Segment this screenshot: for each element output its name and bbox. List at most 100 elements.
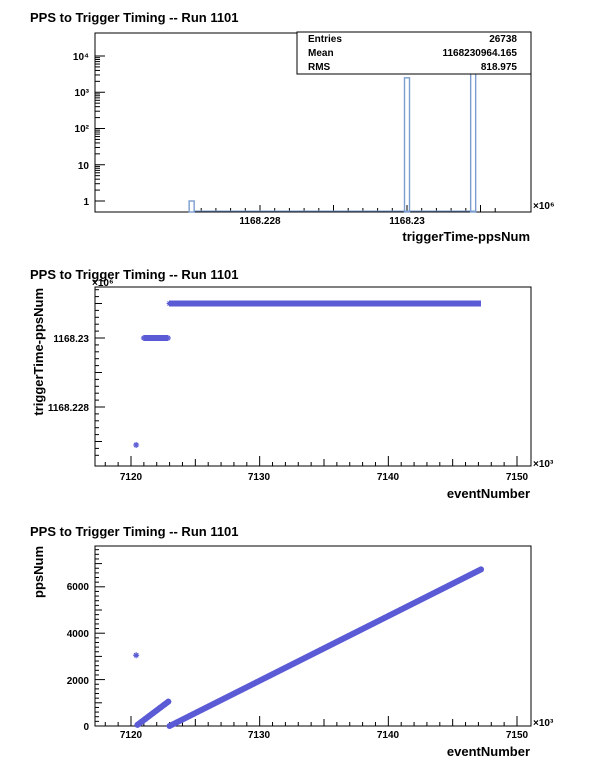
scatter-point <box>278 666 285 673</box>
scatter-point <box>330 300 337 307</box>
scatter-point <box>410 600 417 607</box>
scatter-point <box>362 300 369 307</box>
scatter-point <box>466 300 473 307</box>
chart3-xtick-label: 7130 <box>248 730 271 741</box>
scatter-point <box>274 300 281 307</box>
stats-rms-value: 818.975 <box>481 62 518 73</box>
scatter-point <box>442 300 449 307</box>
scatter-point <box>462 574 469 581</box>
scatter-point <box>454 578 461 585</box>
scatter-point <box>302 300 309 307</box>
scatter-point <box>306 652 313 659</box>
chart2-xtick-label: 7130 <box>248 472 271 483</box>
scatter-point <box>366 622 373 629</box>
scatter-point <box>450 300 457 307</box>
scatter-point <box>290 300 297 307</box>
scatter-point <box>144 335 151 341</box>
scatter-point <box>326 300 333 307</box>
chart3-ytick-label: 6000 <box>67 582 90 593</box>
scatter-point <box>342 300 349 307</box>
scatter-point <box>382 614 389 621</box>
scatter-point <box>166 723 173 729</box>
scatter-point <box>174 718 181 725</box>
histogram-bin <box>188 200 195 213</box>
scatter-point <box>258 300 265 307</box>
chart3-x-multiplier: ×10³ <box>533 718 554 729</box>
chart2-ylabel: triggerTime-ppsNum <box>31 288 46 416</box>
stats-rms-label: RMS <box>308 62 331 73</box>
scatter-point <box>354 628 361 635</box>
scatter-point <box>206 300 213 307</box>
scatter-point <box>149 710 156 717</box>
scatter-point <box>402 300 409 307</box>
chart3-xtick-label: 7120 <box>120 730 143 741</box>
scatter-point <box>160 335 167 341</box>
scatter-point <box>370 300 377 307</box>
scatter-point <box>182 714 189 721</box>
stats-entries-label: Entries <box>308 34 342 45</box>
scatter-point <box>350 630 357 637</box>
chart3-ytick-label: 2000 <box>67 676 90 687</box>
scatter-point <box>152 335 159 341</box>
scatter-point <box>446 300 453 307</box>
scatter-point <box>334 300 341 307</box>
scatter-point <box>390 610 397 617</box>
scatter-point <box>330 640 337 647</box>
scatter-point <box>278 300 285 307</box>
chart1-xtick-label: 1168.23 <box>389 216 425 227</box>
scatter-point <box>302 654 309 661</box>
scatter-point <box>186 300 193 307</box>
scatter-point <box>186 712 193 719</box>
stats-mean-label: Mean <box>308 48 334 59</box>
scatter-point <box>310 300 317 307</box>
chart3-ylabel: ppsNum <box>31 546 46 598</box>
scatter-point <box>230 690 237 697</box>
scatter-point <box>250 680 257 687</box>
scatter-point <box>346 632 353 639</box>
scatter-point <box>164 335 171 341</box>
scatter-point <box>266 672 273 679</box>
chart3-scatter: 0 2000 4000 6000 7120 7130 7140 7150 ×10… <box>31 545 554 759</box>
scatter-point <box>218 300 225 307</box>
scatter-point <box>314 648 321 655</box>
scatter-point <box>318 300 325 307</box>
scatter-point <box>338 636 345 643</box>
scatter-point <box>406 300 413 307</box>
chart1-ytick-label: 10 <box>78 161 90 172</box>
scatter-point <box>290 660 297 667</box>
scatter-point <box>222 300 229 307</box>
scatter-point <box>234 300 241 307</box>
chart2-scatter: ×10⁶ 1168.228 1168.23 7120 7130 7140 715… <box>31 278 554 501</box>
scatter-point <box>430 590 437 597</box>
scatter-point <box>202 704 209 711</box>
scatter-point <box>322 300 329 307</box>
chart2-y-multiplier: ×10⁶ <box>92 278 114 289</box>
scatter-point <box>140 335 147 341</box>
scatter-point <box>294 658 301 665</box>
scatter-point <box>458 576 465 583</box>
scatter-point <box>202 300 209 307</box>
scatter-point <box>402 604 409 611</box>
scatter-point <box>474 300 481 307</box>
scatter-point <box>398 300 405 307</box>
scatter-point <box>386 612 393 619</box>
scatter-point <box>246 300 253 307</box>
scatter-point <box>238 686 245 693</box>
scatter-point <box>133 441 140 448</box>
scatter-point <box>214 698 221 705</box>
chart3-frame <box>94 545 532 727</box>
scatter-point <box>458 300 465 307</box>
chart2-title: PPS to Trigger Timing -- Run 1101 <box>30 267 239 282</box>
scatter-point <box>410 300 417 307</box>
scatter-point <box>194 708 201 715</box>
scatter-point <box>442 584 449 591</box>
chart2-frame <box>94 286 532 467</box>
scatter-point <box>153 707 160 714</box>
scatter-point <box>454 300 461 307</box>
scatter-point <box>194 300 201 307</box>
scatter-point <box>314 300 321 307</box>
chart2-xtick-label: 7140 <box>377 472 400 483</box>
scatter-point <box>222 694 229 701</box>
scatter-point <box>198 706 205 713</box>
scatter-point <box>182 300 189 307</box>
